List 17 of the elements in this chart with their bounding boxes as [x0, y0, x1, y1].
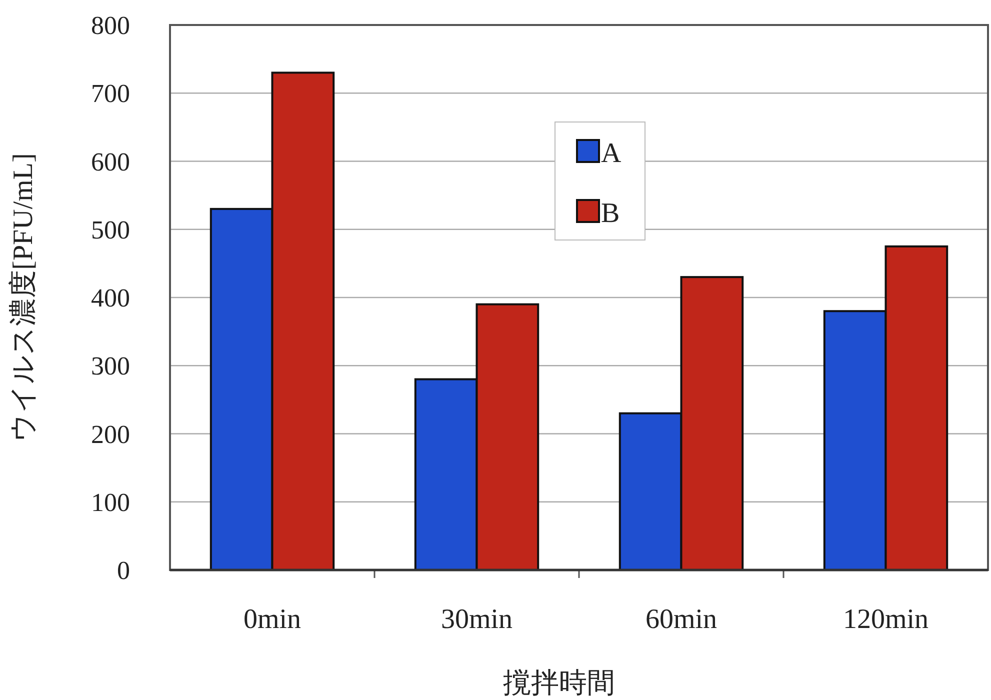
y-tick-label: 700	[91, 79, 130, 108]
y-tick-label: 800	[91, 11, 130, 40]
x-tick-label: 30min	[440, 604, 513, 635]
x-tick-label: 120min	[842, 604, 929, 635]
y-tick-label: 400	[91, 284, 130, 312]
y-axis-title: ウイルス濃度[PFU/mL]	[8, 153, 39, 442]
y-tick-label: 200	[91, 420, 130, 449]
x-axis-title: 撹拌時間	[503, 668, 615, 699]
legend-label: A	[601, 138, 622, 169]
y-tick-label: 300	[91, 352, 130, 381]
y-tick-label: 500	[91, 215, 130, 244]
x-tick-label: 0min	[243, 604, 302, 635]
x-tick-label: 60min	[645, 604, 718, 635]
y-tick-label: 100	[91, 488, 130, 517]
y-tick-label: 0	[117, 556, 130, 585]
y-tick-label: 600	[91, 147, 130, 176]
legend-label: B	[601, 198, 620, 229]
